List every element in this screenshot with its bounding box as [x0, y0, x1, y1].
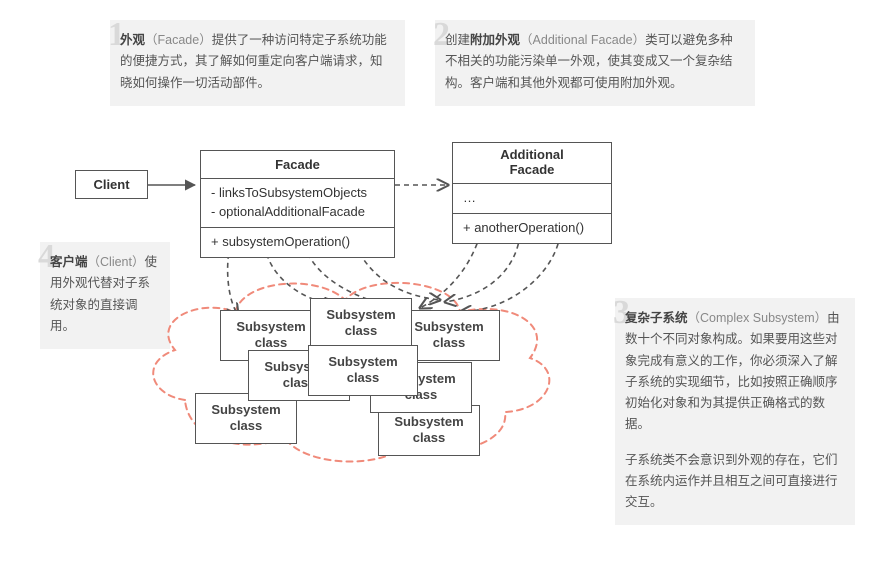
uml-additional-facade: Additional Facade … + anotherOperation(): [452, 142, 612, 244]
uml-addfacade-methods: + anotherOperation(): [453, 214, 611, 243]
uml-facade-fields: - linksToSubsystemObjects - optionalAddi…: [201, 179, 394, 228]
diagram-canvas: 1 外观（Facade）提供了一种访问特定子系统功能的便捷方式，其了解如何重定向…: [0, 0, 885, 561]
subsystem-card: Subsystem class: [195, 393, 297, 444]
uml-facade-title: Facade: [201, 151, 394, 179]
uml-addfacade-fields: …: [453, 184, 611, 214]
callout-3: 3 复杂子系统（Complex Subsystem）由数十个不同对象构成。如果要…: [615, 298, 855, 525]
subsystem-card: Subsystem class: [378, 405, 480, 456]
uml-facade-methods: + subsystemOperation(): [201, 228, 394, 257]
callout-2-text: 创建附加外观（Additional Facade）类可以避免多种不相关的功能污染…: [445, 30, 743, 94]
callout-3-text: 复杂子系统（Complex Subsystem）由数十个不同对象构成。如果要用这…: [625, 308, 843, 513]
callout-4: 4 客户端（Client）使用外观代替对子系统对象的直接调用。: [40, 242, 170, 349]
subsystem-card: Subsystem class: [308, 345, 418, 396]
uml-client: Client: [75, 170, 148, 199]
callout-2: 2 创建附加外观（Additional Facade）类可以避免多种不相关的功能…: [435, 20, 755, 106]
callout-4-text: 客户端（Client）使用外观代替对子系统对象的直接调用。: [50, 252, 158, 337]
uml-client-title: Client: [76, 171, 147, 198]
subsystem-card: Subsystem class: [310, 298, 412, 349]
uml-addfacade-title: Additional Facade: [453, 143, 611, 184]
callout-1: 1 外观（Facade）提供了一种访问特定子系统功能的便捷方式，其了解如何重定向…: [110, 20, 405, 106]
callout-1-text: 外观（Facade）提供了一种访问特定子系统功能的便捷方式，其了解如何重定向客户…: [120, 30, 393, 94]
uml-facade: Facade - linksToSubsystemObjects - optio…: [200, 150, 395, 258]
